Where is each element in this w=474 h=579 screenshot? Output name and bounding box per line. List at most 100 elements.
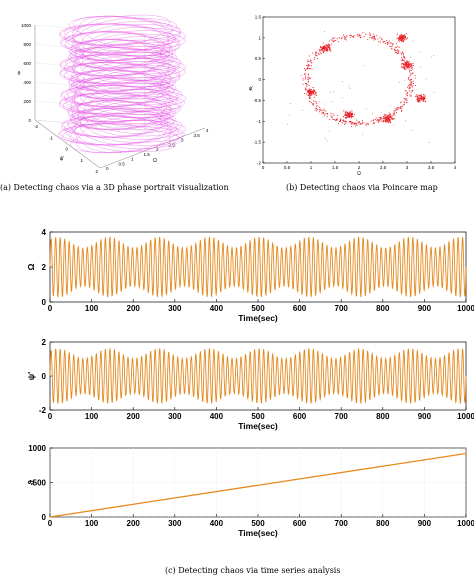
poincare-point: [373, 36, 375, 38]
poincare-point: [308, 76, 310, 78]
poincare-point: [386, 119, 388, 122]
poincare-point: [308, 88, 310, 90]
poincare-point: [320, 46, 322, 48]
poincare-point: [369, 37, 371, 39]
poincare-point: [398, 51, 400, 53]
poincare-point: [356, 35, 358, 37]
poincare-point: [337, 41, 339, 43]
poincare-point: [340, 120, 342, 122]
poincare-point: [403, 66, 405, 68]
poincare-point: [318, 53, 320, 55]
poincare-point: [309, 77, 311, 79]
poincare-point: [308, 65, 310, 67]
poincare-point: [388, 112, 390, 114]
poincare-point: [420, 51, 421, 53]
poincare-point: [351, 115, 353, 118]
poincare-point: [400, 59, 402, 61]
poincare-point: [305, 68, 307, 70]
poincare-point: [309, 96, 311, 99]
poincare-point: [382, 40, 384, 42]
x-tick-label: 3.5: [194, 133, 201, 138]
poincare-point: [394, 108, 396, 110]
poincare-point: [334, 119, 336, 121]
poincare-point: [401, 37, 403, 40]
poincare-point: [389, 105, 391, 107]
poincare-point: [305, 83, 307, 85]
poincare-point: [412, 85, 414, 87]
poincare-point: [411, 82, 413, 84]
x-tick-label: 1000: [457, 412, 474, 421]
poincare-point: [318, 101, 320, 102]
poincare-point: [410, 95, 412, 97]
poincare-point: [395, 47, 397, 49]
x-tick-label: 900: [418, 519, 432, 528]
poincare-point: [382, 41, 384, 43]
poincare-point: [308, 55, 310, 57]
x-tick-label: 200: [127, 519, 141, 528]
poincare-point: [310, 92, 312, 94]
poincare-point: [404, 35, 407, 37]
poincare-point: [312, 92, 314, 94]
poincare-point: [433, 55, 435, 56]
poincare-point: [412, 40, 414, 42]
poincare-point: [388, 42, 390, 44]
poincare-point: [310, 94, 312, 96]
poincare-point: [320, 109, 322, 111]
poincare-point: [341, 81, 343, 83]
poincare-point: [367, 123, 369, 125]
y-tick-label: 0: [42, 513, 47, 522]
poincare-point: [302, 110, 303, 111]
poincare-point: [396, 53, 398, 55]
poincare-point: [305, 78, 307, 80]
poincare-point: [392, 118, 394, 120]
poincare-point: [322, 111, 325, 114]
poincare-point: [407, 63, 409, 66]
poincare-point: [345, 120, 347, 122]
x-tick-label: 3: [181, 138, 184, 143]
poincare-point: [396, 33, 398, 35]
poincare-point: [344, 116, 346, 119]
poincare-point: [399, 37, 402, 39]
poincare-point: [390, 46, 392, 48]
poincare-point: [326, 44, 328, 46]
poincare-point: [353, 36, 355, 39]
poincare-point: [375, 118, 377, 121]
poincare-point: [412, 68, 414, 70]
poincare-point: [348, 85, 350, 87]
poincare-point: [310, 60, 312, 62]
poincare-point: [304, 75, 307, 77]
poincare-point: [401, 56, 403, 59]
x-tick-label: 500: [251, 304, 265, 313]
poincare-point: [410, 84, 412, 86]
poincare-point: [309, 90, 311, 92]
poincare-point: [344, 122, 346, 125]
poincare-point: [376, 35, 378, 37]
y-tick-label: 2: [95, 169, 98, 174]
poincare-point: [351, 36, 354, 38]
plot-3d-phase-portrait: 02004006008001000ϑ-2-1012ψ'00.511.522.53…: [18, 14, 209, 174]
poincare-point: [313, 58, 315, 60]
x-tick-label: 400: [210, 519, 224, 528]
poincare-point: [304, 89, 307, 91]
poincare-point: [326, 115, 328, 117]
poincare-point: [423, 99, 425, 101]
poincare-point: [411, 85, 413, 87]
poincare-point: [394, 50, 396, 52]
poincare-point: [406, 86, 409, 88]
y-axis-label: Ω: [26, 263, 36, 270]
poincare-point: [382, 121, 384, 123]
poincare-point: [396, 37, 398, 39]
poincare-point: [324, 50, 326, 52]
poincare-point: [412, 83, 415, 85]
poincare-point: [356, 124, 358, 126]
poincare-point: [402, 62, 404, 65]
poincare-point: [378, 121, 380, 123]
poincare-point: [404, 99, 407, 101]
poincare-point: [315, 51, 318, 53]
poincare-point: [325, 43, 327, 45]
poincare-point: [409, 87, 411, 89]
x-tick-label: 800: [376, 519, 390, 528]
x-tick-label: 600: [293, 304, 307, 313]
poincare-point: [323, 112, 325, 115]
poincare-point: [402, 38, 404, 40]
